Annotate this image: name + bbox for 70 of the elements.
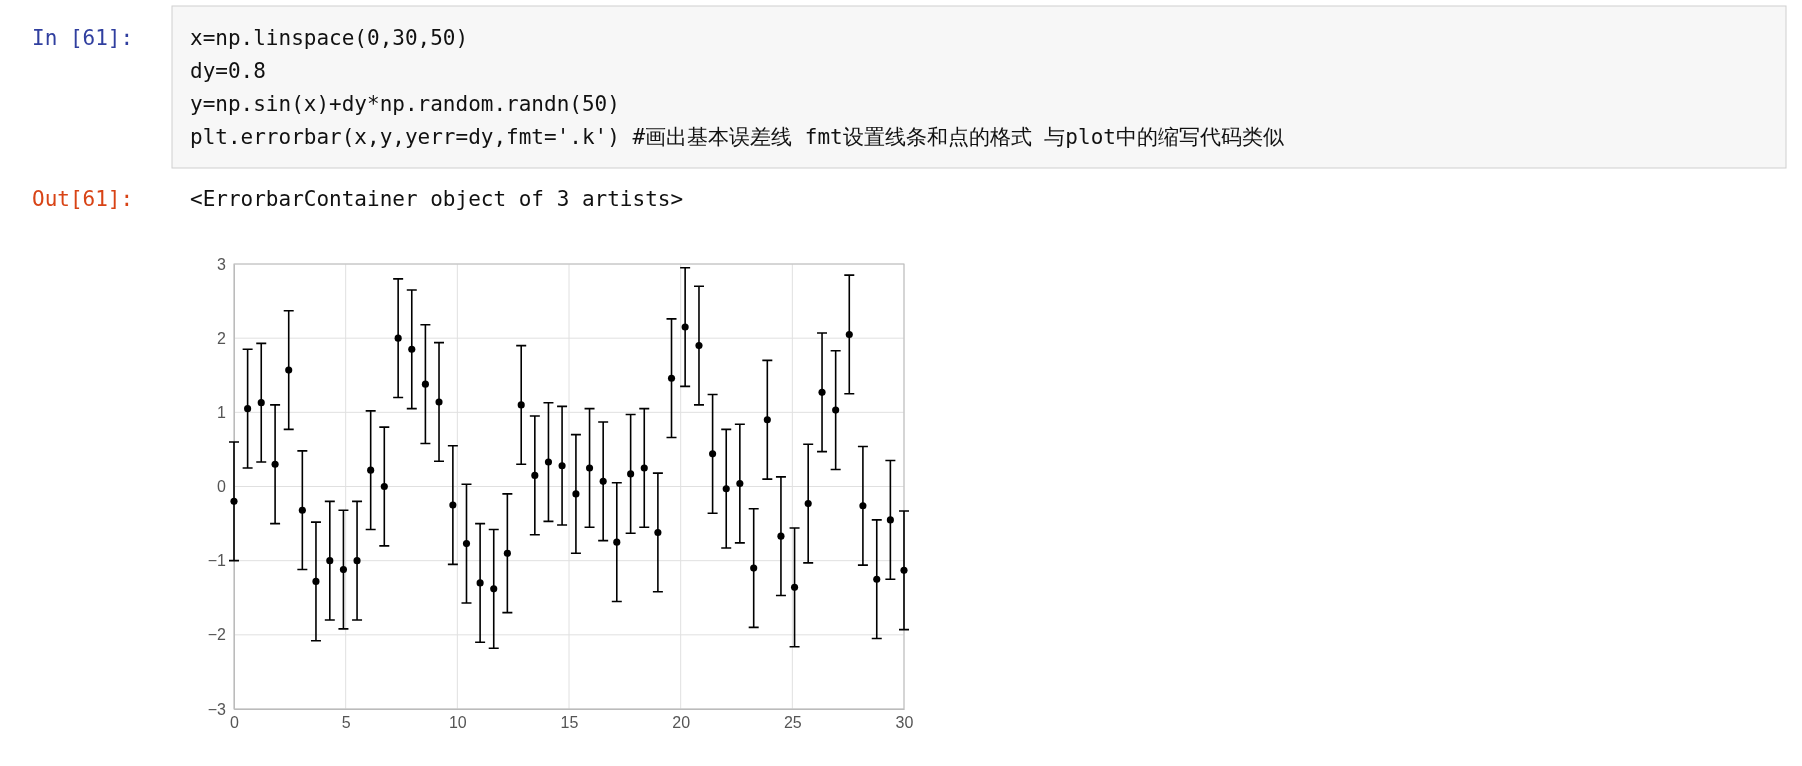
point: [599, 477, 607, 485]
text: y=np.sin(x)+dy*np.random.randn(50): [190, 92, 620, 116]
point: [353, 557, 361, 565]
point: [326, 557, 334, 565]
point: [244, 405, 252, 413]
point: [421, 380, 429, 388]
point: [640, 464, 648, 472]
point: [380, 482, 388, 491]
text: In [61]:: [32, 26, 134, 50]
point: [736, 479, 744, 488]
point: [449, 501, 457, 509]
point: [572, 490, 580, 498]
text: dy=0.8: [190, 59, 266, 83]
point: [394, 334, 402, 342]
point: [462, 540, 471, 548]
x-tick-label: 0: [230, 714, 240, 732]
point: [517, 401, 525, 409]
point: [681, 323, 689, 331]
point: [257, 399, 265, 407]
y-tick-label: 0: [217, 478, 227, 496]
point: [435, 398, 443, 406]
y-tick-label: −1: [207, 552, 227, 570]
y-tick-label: −3: [207, 700, 227, 718]
point: [818, 388, 826, 396]
point: [285, 366, 293, 374]
point: [531, 471, 539, 479]
point: [558, 462, 566, 470]
point: [312, 577, 320, 585]
point: [298, 506, 306, 514]
y-tick-label: 2: [217, 329, 227, 347]
y-tick-label: 3: [217, 255, 227, 273]
point: [900, 566, 908, 574]
point: [750, 564, 758, 572]
point: [695, 342, 703, 350]
x-tick-label: 30: [895, 714, 914, 732]
x-tick-label: 25: [783, 714, 802, 732]
x-tick-label: 15: [560, 714, 579, 732]
text: x=np.linspace(0,30,50): [190, 26, 469, 50]
x-tick-label: 5: [341, 714, 351, 732]
point: [791, 583, 799, 591]
point: [271, 460, 279, 468]
point: [832, 406, 840, 414]
point: [627, 470, 635, 478]
point: [544, 458, 553, 466]
y-tick-label: 1: [217, 403, 227, 421]
point: [859, 502, 867, 510]
point: [490, 585, 498, 593]
text: plt.errorbar(x,y,yerr=dy,fmt='.k') #画出基本误差线 fmt设置线条和点的格式 与plot中的缩写代码类似: [190, 125, 1284, 149]
point: [845, 330, 853, 339]
point: [367, 466, 375, 474]
point: [777, 532, 785, 540]
point: [873, 575, 881, 583]
point: [667, 374, 676, 382]
point: [804, 500, 812, 508]
text: Out[61]:: [32, 187, 134, 211]
point: [339, 566, 347, 574]
y-tick-label: −2: [207, 626, 227, 644]
point: [722, 485, 730, 493]
point: [763, 416, 771, 424]
x-tick-label: 10: [448, 714, 467, 732]
point: [654, 528, 662, 537]
point: [613, 538, 621, 546]
point: [886, 516, 894, 524]
point: [503, 549, 511, 557]
point: [585, 464, 594, 472]
point: [709, 450, 717, 458]
point: [476, 579, 484, 587]
x-tick-label: 20: [672, 714, 691, 732]
point: [408, 345, 416, 353]
text: <ErrorbarContainer object of 3 artists>: [190, 187, 684, 211]
